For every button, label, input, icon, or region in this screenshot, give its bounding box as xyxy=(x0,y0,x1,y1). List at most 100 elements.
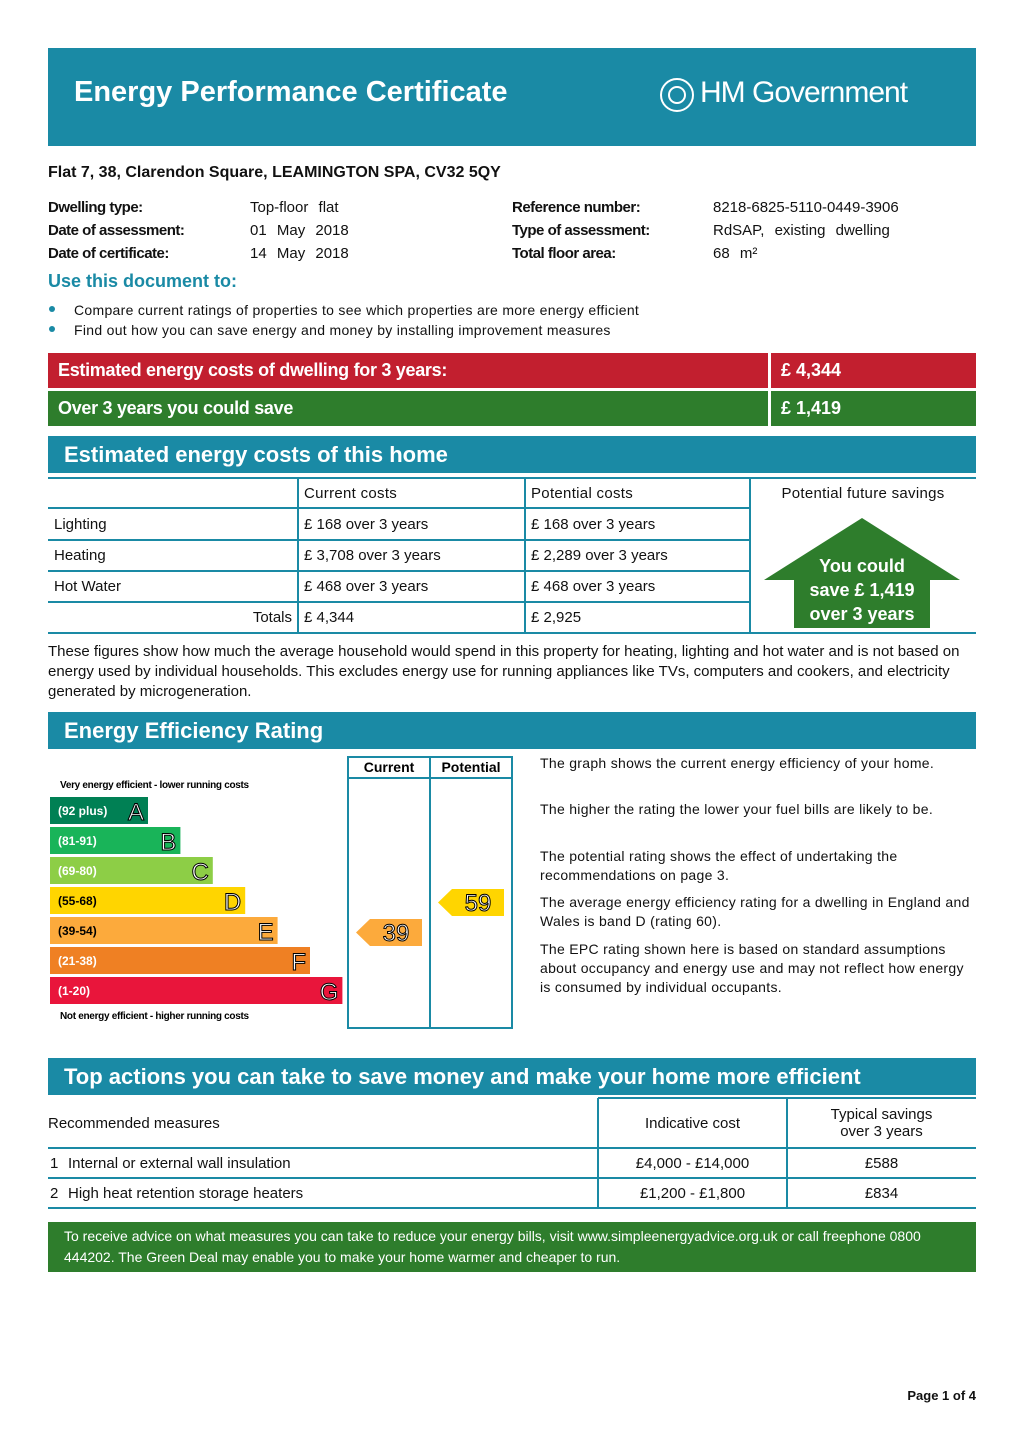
band-letter: E xyxy=(258,919,274,946)
bullet-dot xyxy=(49,326,55,332)
detail-value: 68 m² xyxy=(713,245,758,262)
rating-note: The higher the rating the lower your fue… xyxy=(540,801,934,817)
table-rule xyxy=(48,601,750,603)
bullet-dot xyxy=(49,306,55,312)
top-label: Very energy efficient - lower running co… xyxy=(60,780,250,791)
column-header: Current costs xyxy=(304,484,398,502)
band-letter: G xyxy=(320,979,339,1006)
arrow-line: You could xyxy=(819,556,905,576)
bullet-text: Find out how you can save energy and mon… xyxy=(74,322,611,338)
crest-icon xyxy=(660,78,694,112)
detail-value: Top-floor flat xyxy=(250,199,339,216)
table-divider xyxy=(297,478,299,633)
cost-cell: Lighting xyxy=(54,515,107,533)
band-letter: F xyxy=(291,949,306,976)
detail-value: RdSAP, existing dwelling xyxy=(713,222,890,239)
column-header: Potential future savings xyxy=(781,484,945,502)
actions-heading: Top actions you can take to save money a… xyxy=(48,1058,976,1095)
table-divider xyxy=(597,1098,599,1208)
detail-label: Dwelling type: xyxy=(48,199,143,216)
rating-arrow xyxy=(438,889,504,916)
rating-note: The graph shows the current energy effic… xyxy=(540,755,935,771)
actions-column-header: Recommended measures xyxy=(48,1114,220,1132)
band-range: (69-80) xyxy=(58,864,97,878)
cost-cell: £ 468 over 3 years xyxy=(531,578,656,595)
rating-heading: Energy Efficiency Rating xyxy=(48,712,976,749)
table-divider xyxy=(749,478,751,633)
cost-cell: £ 168 over 3 years xyxy=(531,515,656,533)
totals-cell: Totals xyxy=(252,609,292,626)
costs-note: These figures show how much the average … xyxy=(48,643,960,700)
crest-ring xyxy=(660,78,694,112)
band-letter: B xyxy=(160,829,176,856)
bottom-label: Not energy efficient - higher running co… xyxy=(60,1011,250,1022)
summary-value: £ 4,344 xyxy=(771,353,976,388)
costs-heading: Estimated energy costs of this home xyxy=(48,436,976,473)
rating-column-header: Potential xyxy=(441,759,500,775)
savings-arrow: You could save £ 1,419 over 3 years xyxy=(764,518,960,628)
detail-label: Reference number: xyxy=(512,199,641,216)
cost-cell: £ 2,289 over 3 years xyxy=(531,547,668,564)
page-number: Page 1 of 4 xyxy=(907,1388,976,1403)
table-rule xyxy=(48,1177,976,1179)
band xyxy=(50,857,213,884)
rating-note: The average energy efficiency rating for… xyxy=(540,894,970,929)
cost-cell: £ 468 over 3 years xyxy=(304,578,429,595)
table-divider xyxy=(786,1098,788,1208)
band-range: (81-91) xyxy=(58,834,97,848)
measure-cost: £1,200 - £1,800 xyxy=(639,1184,746,1202)
measure-name: Internal or external wall insulation xyxy=(68,1154,291,1172)
header-logo: HM Government xyxy=(700,76,908,109)
summary-label: Estimated energy costs of dwelling for 3… xyxy=(48,353,768,388)
detail-value: 8218-6825-5110-0449-3906 xyxy=(713,199,899,216)
measure-saving: £588 xyxy=(864,1154,899,1172)
totals-cell: £ 4,344 xyxy=(304,609,355,626)
band-letter: C xyxy=(191,859,208,886)
band xyxy=(50,887,246,914)
summary-label: Over 3 years you could save xyxy=(48,391,768,426)
cost-cell: £ 168 over 3 years xyxy=(304,515,429,533)
table-rule xyxy=(48,570,750,572)
band xyxy=(50,977,343,1004)
address: Flat 7, 38, Clarendon Square, LEAMINGTON… xyxy=(48,164,501,181)
actions-column-header: Indicative cost xyxy=(644,1114,741,1132)
rating-value: 39 xyxy=(383,920,410,947)
use-heading: Use this document to: xyxy=(48,271,238,291)
crest-core xyxy=(668,86,686,104)
band-range: (55-68) xyxy=(58,894,97,908)
advice-box xyxy=(48,1222,976,1272)
table-divider xyxy=(524,478,526,633)
table-rule xyxy=(48,1207,976,1209)
band-range: (1-20) xyxy=(58,984,90,998)
arrow-text: You could save £ 1,419 over 3 years xyxy=(809,556,914,624)
totals-cell: £ 2,925 xyxy=(531,609,582,626)
detail-value: 14 May 2018 xyxy=(250,245,349,262)
actions-column-header: Typical savings over 3 years xyxy=(830,1106,933,1140)
measure-saving: £834 xyxy=(864,1184,899,1202)
cost-cell: Hot Water xyxy=(54,578,121,595)
table-rule xyxy=(48,507,750,509)
band-letter: A xyxy=(128,799,144,826)
band xyxy=(50,917,278,944)
arrow-shape xyxy=(764,518,960,628)
cost-cell: £ 3,708 over 3 years xyxy=(304,547,441,564)
column-header: Potential costs xyxy=(531,484,634,502)
band xyxy=(50,947,310,974)
detail-label: Type of assessment: xyxy=(512,222,650,239)
detail-label: Date of assessment: xyxy=(48,222,185,239)
header-title: Energy Performance Certificate xyxy=(74,76,508,108)
band-range: (39-54) xyxy=(58,924,97,938)
advice-text: To receive advice on what measures you c… xyxy=(64,1228,921,1265)
measure-cost: £4,000 - £14,000 xyxy=(635,1154,750,1172)
rating-chart: Current Potential Very energy efficient - … xyxy=(50,756,513,1029)
arrow-line: save £ 1,419 xyxy=(809,580,914,600)
rating-note: The potential rating shows the effect of… xyxy=(540,848,898,883)
rating-column-header: Current xyxy=(364,759,415,775)
measure-name: High heat retention storage heaters xyxy=(68,1184,304,1202)
summary-value: £ 1,419 xyxy=(771,391,976,426)
table-rule xyxy=(48,477,976,479)
bullet-text: Compare current ratings of properties to… xyxy=(74,302,640,318)
band-range: (92 plus) xyxy=(58,804,107,818)
